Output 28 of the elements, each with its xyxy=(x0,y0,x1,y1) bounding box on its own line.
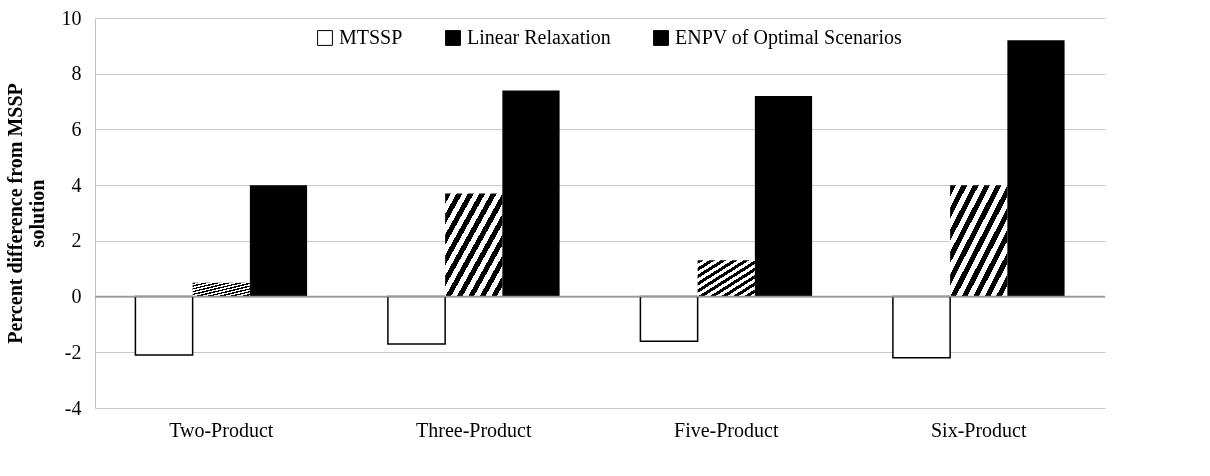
y-tick-label: -4 xyxy=(64,396,82,419)
bar xyxy=(950,185,1008,297)
legend-label: MTSSP xyxy=(339,26,403,48)
bar xyxy=(754,96,813,297)
y-tick-label: 10 xyxy=(61,6,82,29)
bar xyxy=(502,90,560,297)
y-tick-label: 2 xyxy=(71,229,82,252)
y-tick-label: 0 xyxy=(71,285,82,308)
y-axis-title: Percent difference from MSSP solution xyxy=(3,83,48,344)
x-tick-label: Three-Product xyxy=(415,418,532,441)
bar xyxy=(445,193,503,297)
legend-label: Linear Relaxation xyxy=(467,26,611,48)
x-tick-label: Six-Product xyxy=(930,418,1027,441)
bar xyxy=(387,295,446,345)
x-tick-label: Five-Product xyxy=(674,418,779,441)
y-tick-label: 4 xyxy=(71,173,82,196)
bar xyxy=(639,295,699,342)
bar xyxy=(697,260,755,297)
bar xyxy=(1007,40,1065,297)
legend-label: ENPV of Optimal Scenarios xyxy=(675,26,903,49)
bar xyxy=(892,295,951,359)
bar xyxy=(192,282,250,297)
y-tick-label: -2 xyxy=(64,340,82,363)
y-tick-label: 6 xyxy=(71,117,82,140)
bar xyxy=(134,295,194,356)
y-tick-label: 8 xyxy=(71,62,82,85)
bar xyxy=(249,185,308,297)
x-tick-label: Two-Product xyxy=(169,418,274,441)
